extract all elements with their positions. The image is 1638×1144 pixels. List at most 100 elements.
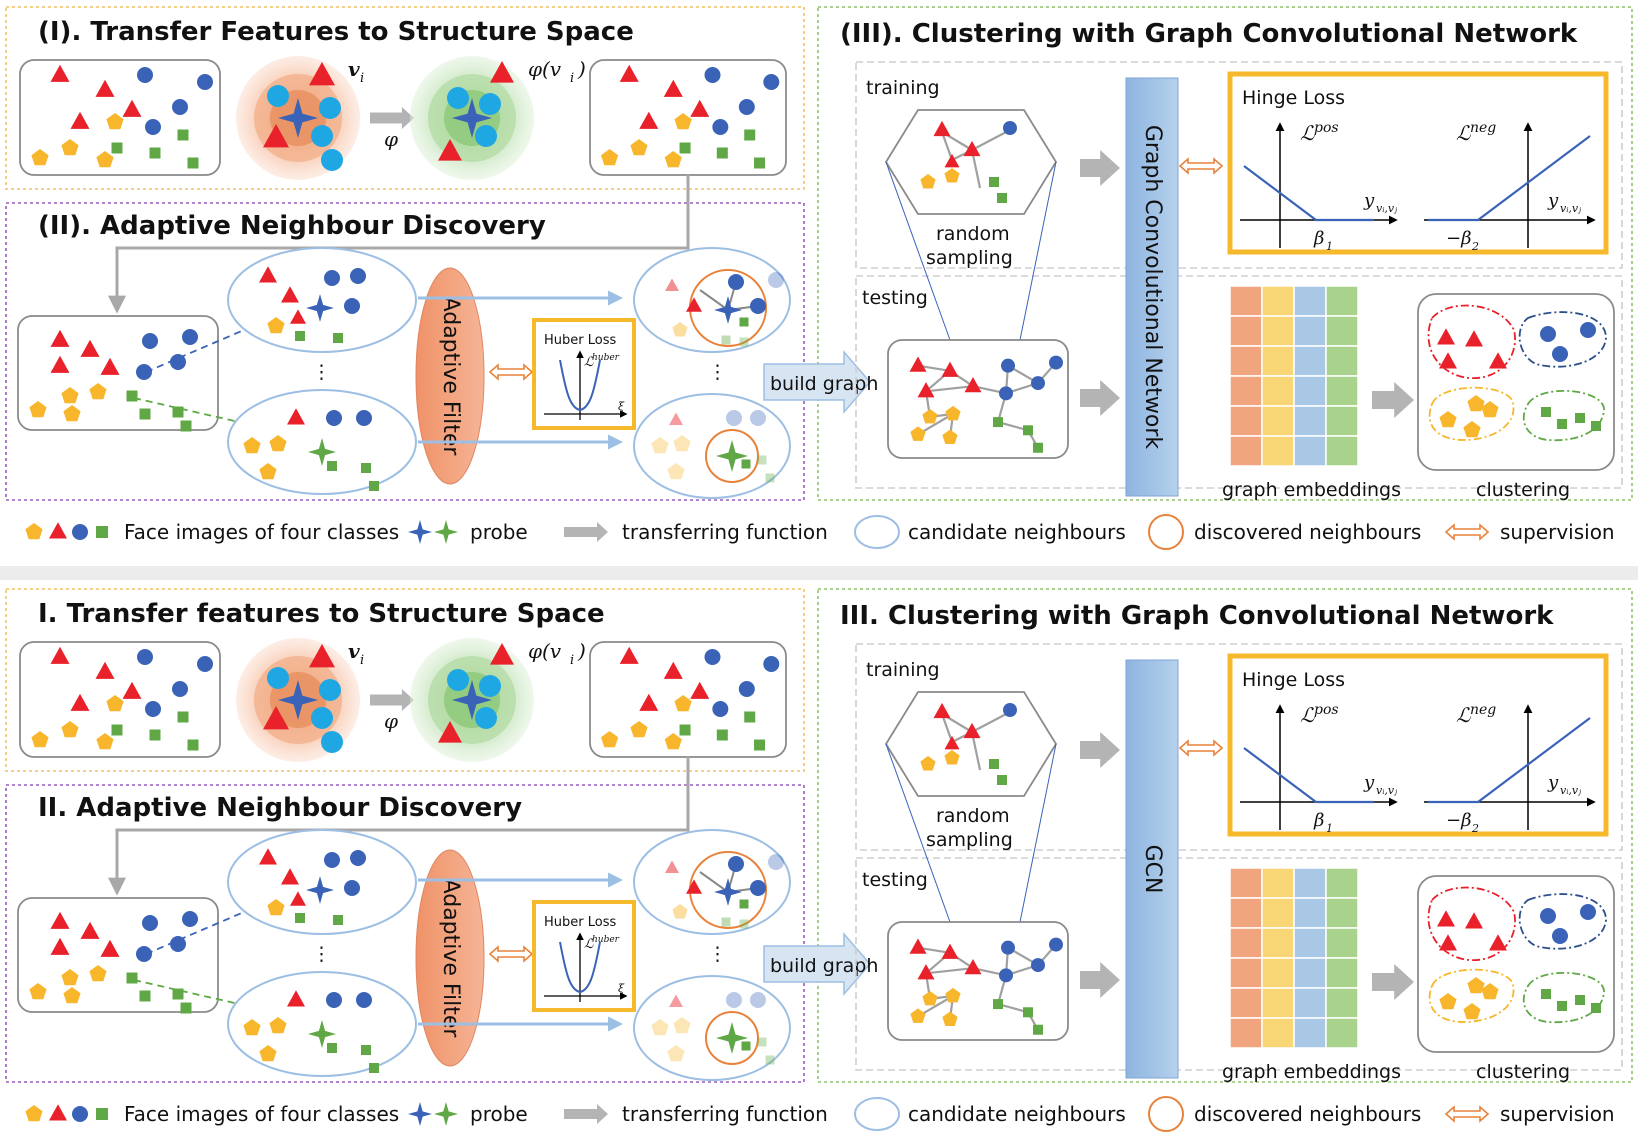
neg-y: y — [1547, 190, 1559, 211]
red-triangle-icon — [619, 646, 639, 664]
green-square-icon — [361, 463, 371, 473]
embedding-cell — [1261, 285, 1295, 317]
red-triangle-icon — [619, 64, 639, 82]
red-triangle-icon — [933, 120, 951, 137]
red-triangle-icon — [259, 848, 277, 865]
embedding-cell — [1229, 897, 1263, 929]
sample-link — [885, 161, 951, 341]
legend-discovered: discovered neighbours — [1194, 1102, 1421, 1126]
gray-arrow-icon — [1080, 150, 1120, 186]
gray-arrow-icon — [1372, 964, 1414, 1000]
cluster-green — [1522, 389, 1605, 442]
legend: Face images of four classes probe transfer… — [25, 1096, 1615, 1132]
green-square-icon — [716, 729, 728, 741]
red-triangle-icon — [100, 939, 120, 957]
blue-circle-icon — [1003, 121, 1017, 135]
green-square-icon — [187, 157, 199, 169]
embedding-cell — [1229, 345, 1263, 377]
embedding-cell — [1261, 957, 1295, 989]
random-label: random — [936, 805, 1010, 827]
embedding-cell — [1229, 927, 1263, 959]
yellow-pentagon-icon — [259, 463, 277, 480]
phi-v-label: φ(v — [528, 57, 562, 81]
gray-arrow-icon — [370, 107, 414, 129]
legend-supervision: supervision — [1500, 520, 1615, 544]
red-triangle-icon — [281, 286, 299, 303]
pos-hinge-line — [1243, 165, 1374, 222]
phi-label: φ — [384, 127, 398, 151]
blue-circle-icon — [350, 268, 366, 284]
blue-circle-icon — [136, 364, 152, 380]
red-triangle-icon — [909, 356, 927, 372]
yellow-pentagon-icon — [63, 987, 81, 1004]
yellow-pentagon-icon — [673, 435, 691, 452]
candidate-ellipse-icon — [854, 1097, 900, 1131]
yellow-pentagon-icon — [89, 383, 107, 400]
red-triangle-icon — [490, 61, 514, 83]
neg-L: ℒ — [1456, 703, 1471, 727]
yellow-pentagon-icon — [673, 1017, 691, 1034]
gray-arrow-icon — [564, 522, 608, 542]
green-square-icon — [739, 919, 749, 929]
yellow-pentagon-icon — [601, 149, 619, 166]
blue-circle-icon — [1001, 358, 1015, 373]
gcn-rect — [1125, 659, 1179, 1079]
green-square-icon — [1591, 1003, 1601, 1013]
red-triangle-icon — [669, 994, 683, 1008]
green-square-icon — [1557, 1001, 1567, 1011]
embedding-cell — [1293, 897, 1327, 929]
blue-circle-icon — [142, 333, 158, 349]
red-triangle-icon — [690, 681, 710, 699]
build-graph-label: build graph — [770, 955, 878, 977]
embedding-cell — [1325, 987, 1359, 1019]
legend-supervision: supervision — [1500, 1102, 1615, 1126]
filter-label: Adaptive Filter — [438, 297, 463, 457]
embedding-cell — [1293, 285, 1327, 317]
supervision-double-arrow-icon — [1444, 523, 1490, 541]
yellow-pentagon-icon — [664, 733, 682, 750]
blue-circle-icon — [728, 274, 744, 290]
embedding-cell — [1261, 927, 1295, 959]
yellow-pentagon-icon — [910, 1008, 926, 1023]
green-square-icon — [993, 999, 1003, 1010]
blue-circle-icon — [137, 649, 153, 665]
blue-circle-icon — [704, 649, 721, 665]
yellow-pentagon-icon — [674, 695, 692, 712]
yellow-pentagon-icon — [1439, 411, 1457, 428]
embedding-cell — [1229, 375, 1263, 407]
training-label: training — [866, 659, 940, 681]
green-square-icon — [361, 1045, 371, 1055]
embedding-cell — [1293, 435, 1327, 467]
candidate-ellipse — [227, 247, 417, 353]
blue-circle-icon — [768, 854, 784, 870]
legend: Face images of four classes probe transfer… — [25, 514, 1615, 550]
green-square-icon — [989, 177, 999, 187]
green-square-icon — [1557, 419, 1567, 429]
red-triangle-icon — [963, 140, 981, 157]
gray-arrow-icon — [1080, 732, 1120, 768]
embedding-cell — [1261, 987, 1295, 1019]
embeddings-label: graph embeddings — [1222, 1061, 1401, 1083]
cluster-red — [1427, 304, 1516, 379]
red-triangle-icon — [944, 153, 960, 168]
v-i-label: v — [348, 639, 360, 663]
legend-transfer: transferring function — [622, 1102, 828, 1126]
green-square-icon — [327, 1043, 337, 1053]
blue-circle-icon — [750, 880, 766, 896]
blue-circle-icon — [350, 850, 366, 866]
green-dashed-arrow — [133, 397, 302, 440]
neg-beta2: −β — [1446, 228, 1472, 249]
pos-beta1-sub: 1 — [1326, 240, 1333, 253]
yellow-pentagon-icon — [61, 387, 79, 404]
phi-v-subscript: i — [570, 71, 574, 86]
yellow-pentagon-icon — [267, 317, 285, 334]
red-triangle-icon — [917, 382, 935, 398]
blue-circle-icon — [763, 656, 780, 672]
neg-L: ℒ — [1456, 121, 1471, 145]
neg-y-sub: vᵢ,vⱼ — [1560, 784, 1581, 797]
structure-feature-box — [589, 641, 787, 758]
blue-circle-icon — [1552, 928, 1568, 944]
red-triangle-icon — [665, 278, 679, 292]
yellow-pentagon-icon — [920, 756, 936, 771]
